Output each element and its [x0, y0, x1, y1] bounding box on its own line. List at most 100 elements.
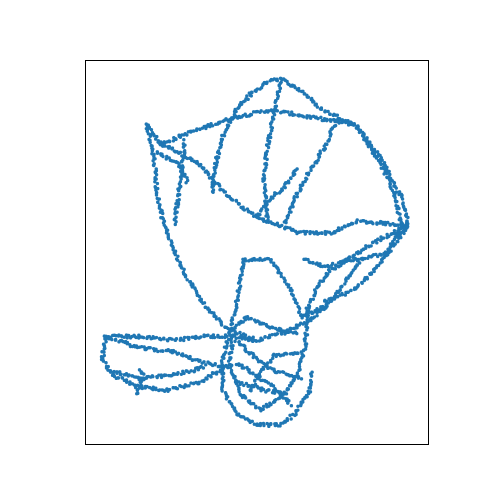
scatter-point-1804 [119, 372, 123, 377]
scatter-point-2221 [342, 261, 346, 265]
scatter-point-1384 [304, 393, 309, 398]
scatter-point-1206 [279, 274, 284, 279]
scatter-point-1968 [239, 343, 243, 347]
scatter-point-2106 [321, 147, 326, 152]
scatter-point-2042 [282, 390, 286, 394]
scatter-point-2146 [288, 207, 292, 211]
scatter-point-1508 [229, 356, 233, 360]
scatter-point-559 [268, 122, 273, 126]
scatter-point-717 [359, 257, 363, 261]
scatter-point-1331 [237, 412, 241, 416]
scatter-point-1849 [189, 369, 193, 373]
scatter-point-873 [388, 245, 392, 249]
scatter-point-177 [386, 220, 390, 225]
scatter-point-1341 [250, 419, 254, 424]
scatter-point-543 [275, 96, 280, 101]
scatter-point-921 [331, 296, 336, 300]
scatter-point-1379 [301, 400, 305, 404]
scatter-point-1371 [294, 412, 298, 417]
scatter-point-899 [362, 278, 367, 283]
scatter-point-1387 [308, 390, 313, 394]
scatter-point-1970 [243, 344, 247, 348]
scatter-point-1027 [190, 285, 194, 289]
scatter-point-1764 [176, 351, 181, 356]
scatter-point-2164 [263, 205, 268, 209]
scatter-point-1622 [103, 346, 107, 351]
scatter-point-827 [326, 268, 331, 272]
scatter-point-1536 [223, 335, 227, 340]
scatter-point-2028 [261, 387, 266, 392]
scatter-point-538 [278, 86, 282, 90]
scatter-point-275 [286, 110, 290, 114]
scatter-point-615 [266, 218, 270, 222]
scatter-point-1084 [260, 338, 265, 342]
scatter-point-1456 [276, 396, 281, 401]
scatter-point-1925 [240, 363, 244, 367]
scatter-point-1631 [104, 361, 108, 365]
scatter-point-217 [198, 127, 202, 131]
scatter-point-1910 [279, 327, 283, 331]
scatter-point-2051 [253, 378, 257, 382]
scatter-point-782 [389, 232, 393, 237]
scatter-point-252 [249, 113, 254, 117]
scatter-point-1547 [209, 335, 213, 340]
scatter-point-147 [340, 227, 344, 231]
scatter-point-111 [285, 225, 290, 230]
scatter-point-1963 [289, 404, 294, 408]
scatter-point-1523 [234, 336, 238, 341]
scatter-point-1630 [101, 359, 106, 363]
scatter-point-2060 [261, 365, 265, 370]
scatter-point-1827 [155, 375, 159, 380]
scatter-point-1915 [286, 328, 290, 333]
scatter-point-1559 [190, 335, 195, 339]
scatter-point-1644 [116, 376, 121, 380]
scatter-point-158 [355, 218, 359, 222]
scatter-point-1176 [173, 217, 177, 221]
scatter-point-2011 [299, 377, 304, 381]
scatter-point-1020 [183, 275, 188, 279]
scatter-point-1414 [304, 333, 308, 338]
scatter-point-2071 [274, 354, 278, 359]
scatter-point-1535 [254, 339, 258, 343]
scatter-point-678 [397, 217, 401, 222]
scatter-point-1178 [173, 222, 177, 227]
scatter-point-845 [312, 293, 316, 298]
scatter-point-799 [364, 244, 368, 248]
scatter-point-657 [388, 182, 392, 186]
scatter-point-2233 [155, 151, 160, 155]
scatter-point-1420 [304, 344, 308, 349]
scatter-point-372 [314, 102, 318, 106]
scatter-point-512 [215, 157, 219, 162]
scatter-point-573 [266, 145, 271, 150]
scatter-point-190 [158, 142, 162, 146]
scatter-point-2111 [317, 155, 321, 159]
scatter-point-2035 [271, 388, 276, 393]
scatter-point-1267 [233, 310, 237, 314]
scatter-point-610 [265, 208, 270, 212]
scatter-point-213 [191, 129, 196, 133]
scatter-point-973 [156, 200, 160, 205]
scatter-point-126 [308, 230, 312, 234]
scatter-point-1685 [179, 384, 184, 389]
scatter-point-1797 [225, 365, 229, 369]
scatter-point-1511 [228, 351, 232, 355]
scatter-point-650 [385, 171, 389, 176]
scatter-point-1399 [307, 306, 311, 310]
scatter-point-2214 [330, 261, 335, 266]
scatter-point-1531 [246, 338, 251, 343]
scatter-point-120 [299, 230, 303, 234]
scatter-point-1209 [276, 270, 280, 275]
scatter-point-1624 [100, 350, 104, 354]
scatter-point-497 [222, 134, 227, 138]
scatter-point-327 [255, 87, 260, 91]
scatter-point-428 [382, 161, 387, 165]
scatter-point-937 [147, 137, 151, 142]
scatter-point-1435 [297, 368, 301, 373]
scatter-point-295 [316, 116, 320, 121]
scatter-point-2151 [285, 216, 290, 220]
scatter-point-2010 [296, 376, 301, 380]
scatter-point-2046 [249, 387, 253, 391]
scatter-point-1830 [159, 375, 164, 380]
scatter-point-2239 [164, 157, 168, 161]
scatter-point-2216 [334, 263, 338, 267]
